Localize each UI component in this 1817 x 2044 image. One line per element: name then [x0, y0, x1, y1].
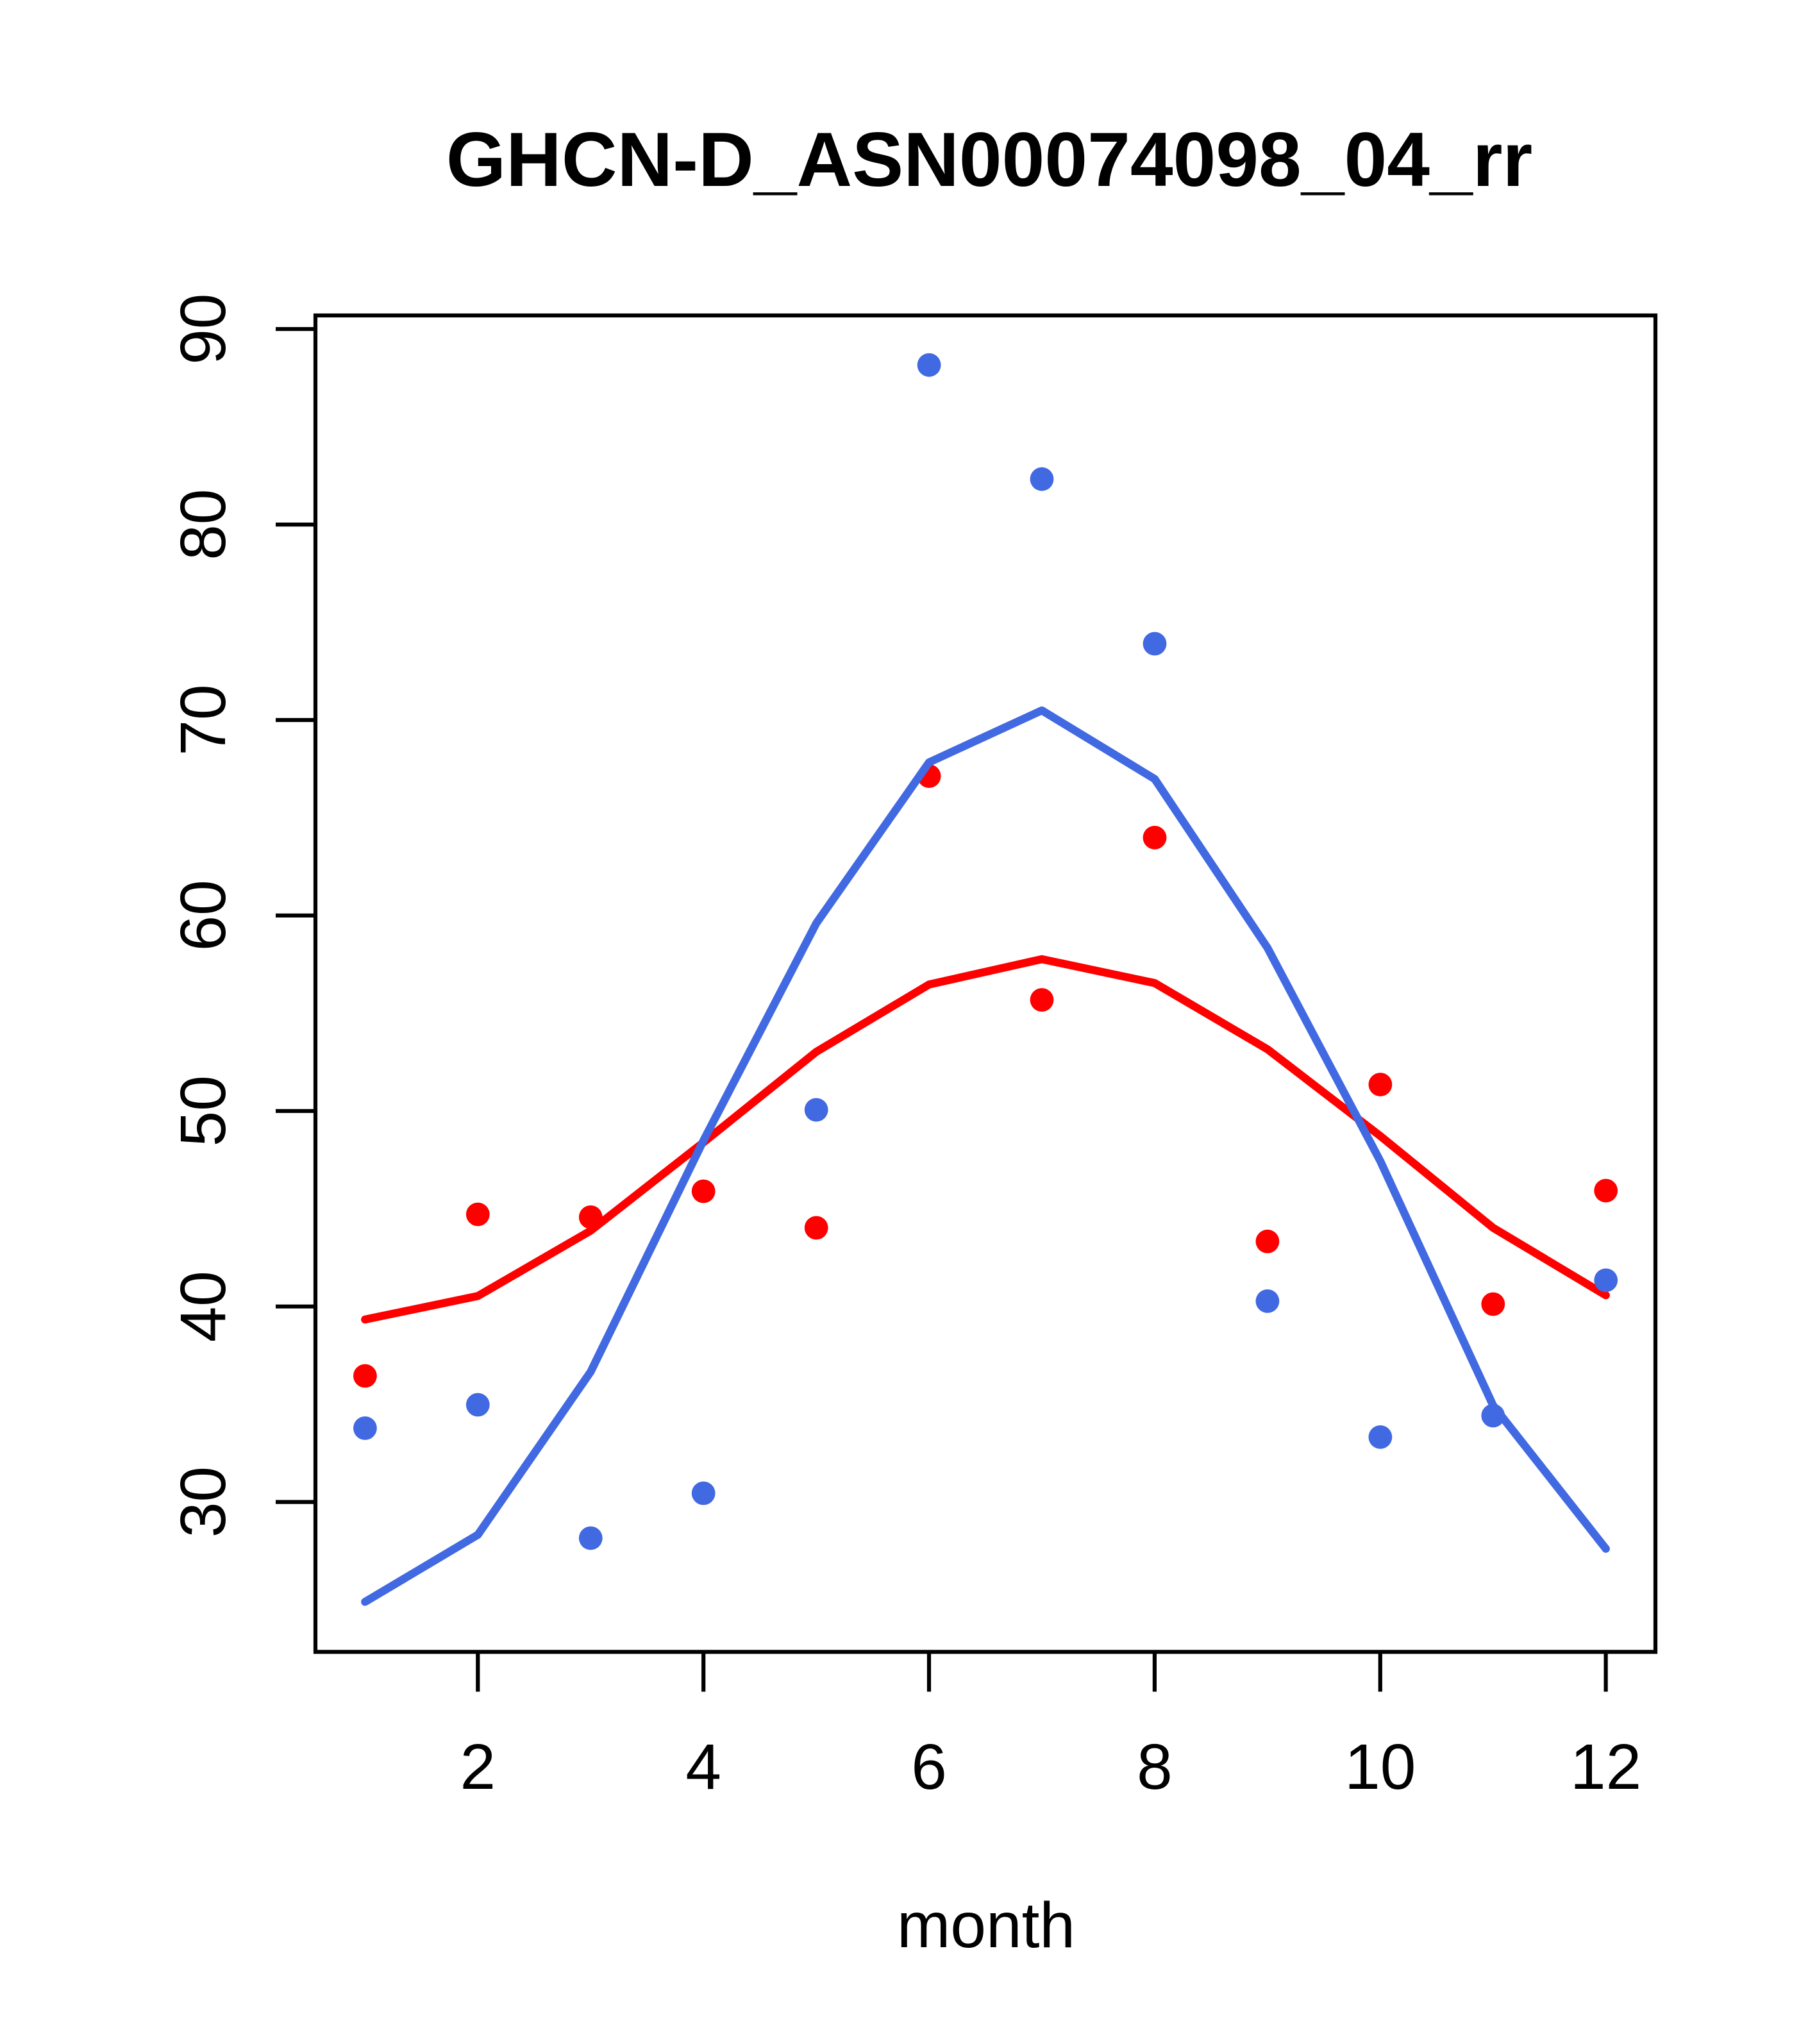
svg-text:8: 8	[1137, 1731, 1173, 1803]
svg-text:80: 80	[167, 489, 239, 560]
svg-text:30: 30	[167, 1466, 239, 1537]
svg-text:90: 90	[167, 294, 239, 365]
svg-text:40: 40	[167, 1271, 239, 1342]
svg-text:GHCN-D_ASN00074098_04_rr: GHCN-D_ASN00074098_04_rr	[446, 117, 1532, 203]
svg-text:50: 50	[167, 1075, 239, 1146]
svg-text:month: month	[897, 1889, 1075, 1961]
svg-text:12: 12	[1570, 1731, 1641, 1803]
svg-text:10: 10	[1344, 1731, 1416, 1803]
svg-text:60: 60	[167, 880, 239, 951]
svg-text:4: 4	[685, 1731, 721, 1803]
svg-text:2: 2	[460, 1731, 496, 1803]
svg-text:70: 70	[167, 684, 239, 755]
svg-text:6: 6	[911, 1731, 947, 1803]
